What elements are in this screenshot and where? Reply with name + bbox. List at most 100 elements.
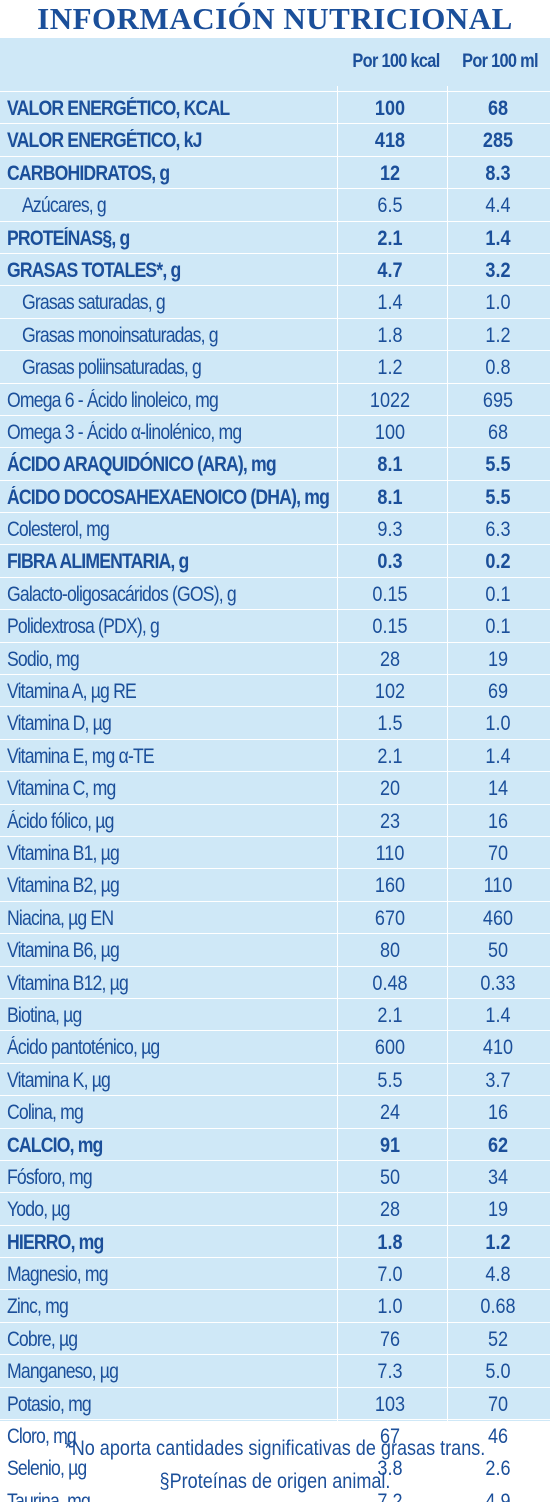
nutrient-name: CARBOHIDRATOS, g	[7, 161, 170, 185]
table-row: VALOR ENERGÉTICO, KCAL 100 68	[0, 91, 550, 123]
value-per-100-ml: 4.9	[485, 1489, 511, 1502]
nutrient-name: Colesterol, mg	[7, 518, 110, 542]
value-per-100-ml: 68	[487, 420, 509, 444]
nutrient-name: HIERRO, mg	[7, 1230, 104, 1254]
value-per-100-kcal: 1.8	[377, 1230, 403, 1254]
table-row: Taurina, mg 7.2 4.9	[0, 1483, 550, 1502]
value-per-100-ml: 8.3	[485, 161, 511, 185]
value-per-100-ml: 4.4	[485, 194, 511, 218]
value-per-100-kcal: 0.3	[377, 550, 403, 574]
value-per-100-kcal: 6.5	[377, 194, 403, 218]
table-row: Niacina, µg EN 670 460	[0, 900, 550, 933]
nutrient-name: Colina, mg	[7, 1101, 84, 1125]
value-per-100-ml: 460	[482, 906, 514, 930]
value-per-100-kcal: 91	[379, 1133, 401, 1157]
table-row: Potasio, mg 103 70	[0, 1386, 550, 1419]
value-per-100-kcal: 3.8	[377, 1457, 403, 1481]
value-per-100-ml: 16	[487, 809, 509, 833]
nutrient-name: CALCIO, mg	[7, 1133, 103, 1157]
table-row: Galacto-oligosacáridos (GOS), g 0.15 0.1	[0, 576, 550, 609]
table-row: Vitamina B2, µg 160 110	[0, 868, 550, 900]
column-divider	[337, 86, 338, 1421]
value-per-100-kcal: 600	[374, 1036, 406, 1060]
value-per-100-kcal: 100	[374, 97, 406, 120]
value-per-100-kcal: 2.1	[377, 226, 403, 250]
value-per-100-kcal: 1.8	[377, 323, 403, 347]
value-per-100-kcal: 80	[379, 939, 401, 963]
nutrient-name: FIBRA ALIMENTARIA, g	[7, 550, 189, 574]
value-per-100-ml: 19	[487, 1198, 509, 1222]
nutrient-name: Omega 3 - Ácido α-linolénico, mg	[7, 420, 242, 444]
table-row: Cobre, µg 76 52	[0, 1321, 550, 1354]
nutrient-name: Grasas poliinsaturadas, g	[22, 356, 202, 380]
value-per-100-kcal: 12	[379, 161, 401, 185]
value-per-100-ml: 16	[487, 1101, 509, 1125]
table-row: Zinc, mg 1.0 0.68	[0, 1289, 550, 1321]
value-per-100-kcal: 0.15	[372, 615, 408, 639]
table-header: Por 100 kcal Por 100 ml	[0, 38, 550, 88]
nutrient-name: Fósforo, mg	[7, 1165, 93, 1189]
nutrient-name: Cobre, µg	[7, 1327, 78, 1351]
value-per-100-kcal: 28	[379, 1198, 401, 1222]
nutrient-name: Sodio, mg	[7, 647, 80, 671]
nutrient-name: Omega 6 - Ácido linoleico, mg	[7, 388, 219, 412]
table-row: Azúcares, g 6.5 4.4	[0, 188, 550, 220]
footnotes: *No aporta cantidades significativas de …	[0, 1432, 550, 1498]
value-per-100-kcal: 418	[374, 129, 406, 153]
table-row: Colesterol, mg 9.3 6.3	[0, 512, 550, 544]
value-per-100-kcal: 1022	[369, 388, 411, 412]
table-row: Biotina, µg 2.1 1.4	[0, 997, 550, 1030]
table-row: Ácido pantoténico, µg 600 410	[0, 1030, 550, 1062]
table-row: Sodio, mg 28 19	[0, 641, 550, 674]
table-body: VALOR ENERGÉTICO, KCAL 100 68 VALOR ENERGÉT…	[0, 91, 550, 1502]
value-per-100-kcal: 7.0	[377, 1263, 403, 1287]
table-row: Magnesio, mg 7.0 4.8	[0, 1257, 550, 1289]
value-per-100-ml: 46	[487, 1425, 509, 1449]
nutrient-name: Vitamina D, µg	[7, 712, 112, 736]
table-row: Selenio, µg 3.8 2.6	[0, 1451, 550, 1483]
nutrient-name: Polidextrosa (PDX), g	[7, 615, 160, 639]
value-per-100-kcal: 23	[379, 809, 401, 833]
nutrient-name: Ácido fólico, µg	[7, 809, 114, 833]
value-per-100-ml: 1.4	[485, 1003, 511, 1027]
table-row: Vitamina B1, µg 110 70	[0, 835, 550, 868]
nutrient-name: Potasio, mg	[7, 1392, 92, 1416]
value-per-100-ml: 34	[487, 1165, 509, 1189]
table-row: VALOR ENERGÉTICO, kJ 418 285	[0, 123, 550, 155]
nutrient-name: Vitamina B12, µg	[7, 971, 129, 995]
table-row: Vitamina A, µg RE 102 69	[0, 674, 550, 706]
table-row: HIERRO, mg 1.8 1.2	[0, 1224, 550, 1257]
table-row: PROTEÍNAS§, g 2.1 1.4	[0, 220, 550, 253]
value-per-100-ml: 69	[487, 680, 509, 704]
value-per-100-kcal: 7.2	[377, 1489, 403, 1502]
table-row: ÁCIDO ARAQUIDÓNICO (ARA), mg 8.1 5.5	[0, 447, 550, 479]
value-per-100-ml: 410	[482, 1036, 514, 1060]
table-row: Vitamina E, mg α-TE 2.1 1.4	[0, 738, 550, 771]
column-header-per-kcal: Por 100 kcal	[352, 51, 440, 72]
nutrient-name: Vitamina E, mg α-TE	[7, 744, 155, 768]
nutrient-name: Vitamina B2, µg	[7, 874, 120, 898]
nutrient-name: Azúcares, g	[22, 194, 107, 218]
value-per-100-ml: 0.2	[485, 550, 511, 574]
nutrient-name: Cloro, mg	[7, 1425, 77, 1449]
table-row: Vitamina D, µg 1.5 1.0	[0, 706, 550, 738]
value-per-100-ml: 5.0	[485, 1360, 511, 1384]
value-per-100-ml: 5.5	[485, 453, 511, 477]
nutrient-name: Grasas saturadas, g	[22, 291, 166, 315]
value-per-100-ml: 5.5	[485, 485, 511, 509]
value-per-100-kcal: 1.5	[377, 712, 403, 736]
value-per-100-ml: 110	[483, 874, 513, 898]
table-row: CALCIO, mg 91 62	[0, 1127, 550, 1160]
value-per-100-kcal: 1.0	[377, 1295, 403, 1319]
value-per-100-kcal: 24	[379, 1101, 401, 1125]
value-per-100-kcal: 2.1	[377, 1003, 403, 1027]
value-per-100-kcal: 160	[374, 874, 406, 898]
value-per-100-ml: 4.8	[485, 1263, 511, 1287]
nutrient-name: Niacina, µg EN	[7, 906, 114, 930]
value-per-100-ml: 1.0	[485, 712, 511, 736]
value-per-100-kcal: 100	[374, 420, 406, 444]
nutrient-name: Vitamina B1, µg	[7, 841, 120, 865]
table-row: Vitamina K, µg 5.5 3.7	[0, 1062, 550, 1095]
value-per-100-ml: 1.4	[485, 744, 511, 768]
table-row: Vitamina C, mg 20 14	[0, 771, 550, 803]
